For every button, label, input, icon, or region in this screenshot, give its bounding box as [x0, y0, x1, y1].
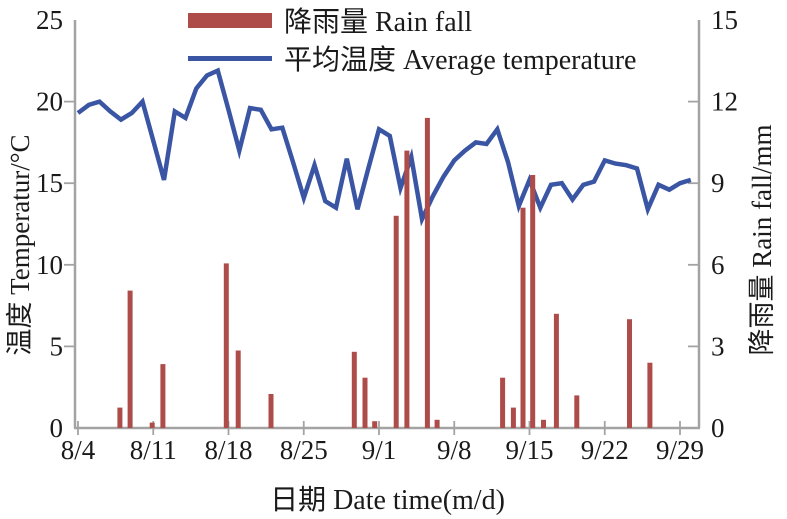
rain-bar [362, 377, 368, 428]
left-axis-tick-label: 20 [36, 87, 63, 117]
legend-rainfall-label: 降雨量 Rain fall [284, 7, 473, 38]
rain-bar [553, 313, 559, 428]
x-axis-tick-label: 9/1 [362, 435, 397, 465]
left-axis-tick-label: 15 [36, 168, 63, 198]
tick-labels: 0 5 10 15 20 25 0 3 6 9 12 15 8/4 8/11 8/18 8/25 9/1 9/8 9… [36, 5, 738, 465]
x-axis-tick-label: 8/18 [204, 435, 252, 465]
right-axis-tick-label: 15 [711, 5, 738, 35]
left-axis-tick-label: 10 [36, 250, 63, 280]
rain-bar [404, 150, 410, 428]
rain-bar [160, 364, 166, 428]
right-axis-tick-label: 9 [711, 168, 725, 198]
right-axis-title: 降雨量 Rain fall/mm [747, 124, 777, 356]
axes [73, 20, 701, 430]
rain-bar [372, 421, 378, 428]
x-axis-tick-label: 9/22 [581, 435, 629, 465]
legend-temperature-swatch [188, 55, 272, 61]
right-axis-tick-label: 12 [711, 87, 738, 117]
left-axis-tick-label: 5 [50, 331, 64, 361]
rain-bar [235, 350, 241, 428]
rain-bar [149, 422, 155, 428]
rain-bar [510, 407, 516, 428]
legend-temperature-label: 平均温度 Average temperature [284, 45, 637, 76]
x-axis-tick-label: 9/15 [505, 435, 553, 465]
x-axis-tick-label: 8/25 [280, 435, 328, 465]
legend: 降雨量 Rain fall 平均温度 Average temperature [188, 1, 636, 77]
rain-bar [530, 175, 536, 428]
x-axis-tick-label: 9/8 [437, 435, 472, 465]
rain-bar [520, 207, 526, 428]
rain-bar [541, 419, 546, 428]
rain-bars [117, 117, 653, 429]
rain-bar [268, 394, 274, 428]
rain-bar [117, 407, 123, 428]
right-axis-tick-label: 3 [711, 331, 725, 361]
rain-bar [434, 419, 440, 428]
rain-bar [574, 395, 580, 428]
rain-bar [647, 362, 653, 428]
legend-rainfall-swatch [188, 12, 272, 28]
right-axis-tick-label: 0 [711, 413, 725, 443]
x-axis-tick-label: 8/11 [130, 435, 177, 465]
rain-bar [500, 377, 506, 428]
rain-bar [393, 215, 399, 428]
rain-bar [127, 290, 133, 428]
rain-bar [627, 319, 632, 428]
temperature-line [76, 67, 692, 227]
rain-bar [223, 263, 229, 428]
tick-marks [64, 100, 699, 435]
x-axis-title: 日期 Date time(m/d) [270, 485, 505, 516]
x-axis-tick-label: 8/4 [61, 435, 96, 465]
left-axis-tick-label: 0 [50, 413, 64, 443]
legend-row-temperature: 平均温度 Average temperature [188, 39, 636, 77]
legend-row-rainfall: 降雨量 Rain fall [188, 1, 636, 39]
right-axis-tick-label: 6 [711, 250, 725, 280]
rain-bar [351, 351, 357, 428]
rain-bar [424, 117, 430, 429]
x-axis-tick-label: 9/29 [656, 435, 704, 465]
left-axis-title: 温度 Temperatur/°C [5, 134, 35, 356]
left-axis-tick-label: 25 [36, 5, 63, 35]
